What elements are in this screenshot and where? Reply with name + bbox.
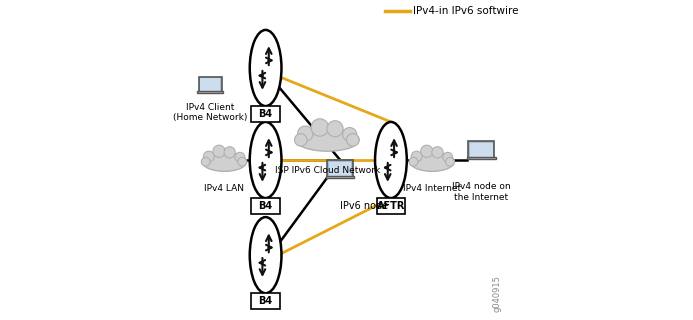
FancyBboxPatch shape [329,162,351,176]
Circle shape [224,147,236,158]
Text: B4: B4 [258,109,272,119]
Ellipse shape [410,152,455,171]
FancyBboxPatch shape [252,198,280,214]
Circle shape [432,147,443,158]
Circle shape [327,121,343,137]
FancyBboxPatch shape [467,157,495,159]
FancyBboxPatch shape [199,77,222,92]
Circle shape [409,157,418,166]
Circle shape [443,152,453,162]
Circle shape [238,157,247,166]
FancyBboxPatch shape [326,176,354,179]
Circle shape [421,145,433,157]
Circle shape [411,151,422,162]
Circle shape [235,152,245,162]
Ellipse shape [249,217,281,293]
Text: IPv4 Internet: IPv4 Internet [403,185,462,194]
FancyBboxPatch shape [327,160,353,178]
Text: IPv4 LAN: IPv4 LAN [204,185,245,194]
FancyBboxPatch shape [198,91,222,93]
Circle shape [295,133,307,146]
FancyBboxPatch shape [252,293,280,309]
Circle shape [202,157,210,166]
Ellipse shape [249,30,281,106]
Ellipse shape [249,122,281,198]
Text: IPv6 node: IPv6 node [340,201,388,211]
Circle shape [311,119,328,136]
Text: B4: B4 [258,201,272,211]
FancyBboxPatch shape [376,198,405,214]
FancyBboxPatch shape [200,78,220,91]
Circle shape [346,133,359,146]
Circle shape [297,126,313,141]
Circle shape [343,127,357,141]
Ellipse shape [375,122,407,198]
Circle shape [204,151,214,162]
Text: IPv4 node on
the Internet: IPv4 node on the Internet [452,182,511,202]
Text: B4: B4 [258,296,272,306]
Ellipse shape [296,129,359,151]
FancyBboxPatch shape [470,143,493,157]
Circle shape [446,157,455,166]
FancyBboxPatch shape [252,106,280,122]
Text: IPv4 Client
(Home Network): IPv4 Client (Home Network) [173,103,247,122]
Circle shape [213,145,225,157]
Text: g040915: g040915 [493,276,502,312]
Text: IPv4-in IPv6 softwire: IPv4-in IPv6 softwire [413,6,518,16]
Ellipse shape [202,152,247,171]
Text: ISP IPv6 Cloud Network: ISP IPv6 Cloud Network [275,165,380,175]
FancyBboxPatch shape [468,141,494,159]
Text: AFTR: AFTR [377,201,405,211]
